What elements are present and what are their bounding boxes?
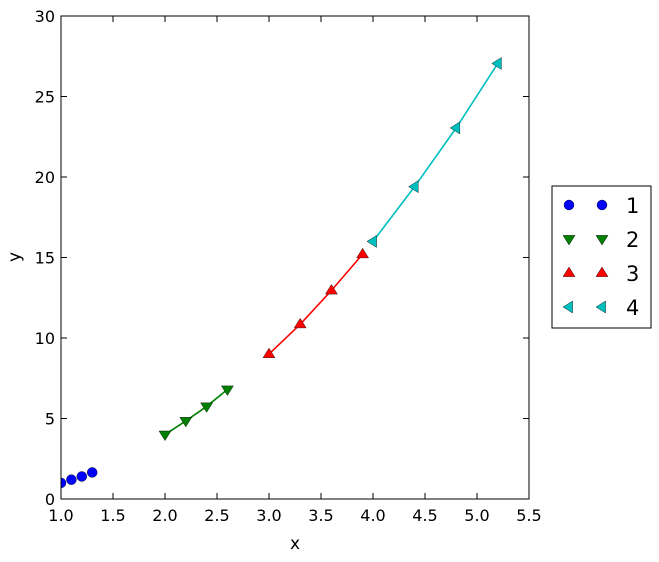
x-tick-label: 5.5 [516, 506, 541, 525]
legend: 1 2 3 4 [551, 185, 652, 329]
x-tick-label: 1.0 [48, 506, 73, 525]
y-tick-label: 10 [35, 329, 55, 348]
x-tick-label: 2.0 [152, 506, 177, 525]
series-2-point [200, 402, 213, 413]
x-tick-label: 4.5 [412, 506, 437, 525]
series-4-point [408, 180, 419, 194]
y-tick-label: 20 [35, 168, 55, 187]
plot-area [61, 57, 502, 489]
legend-marker [563, 199, 575, 211]
series-3-point [262, 347, 276, 358]
series-2-line [164, 388, 228, 436]
series-4-point [366, 235, 377, 248]
series-1-point [76, 471, 88, 482]
series-2-point [221, 385, 234, 396]
legend-label: 1 [626, 194, 639, 218]
legend-marker [595, 266, 609, 277]
legend-marker [562, 300, 573, 314]
series-layer [61, 57, 502, 489]
y-tick-label: 5 [45, 410, 55, 429]
legend-marker [595, 300, 606, 314]
series-1 [61, 467, 98, 489]
y-tick-label: 15 [35, 249, 55, 268]
series-3 [262, 247, 369, 358]
series-2-point [179, 417, 193, 428]
x-tick-label: 5.0 [464, 506, 489, 525]
legend-label: 2 [626, 228, 639, 252]
legend-entry-4: 4 [562, 296, 639, 320]
legend-marker [562, 266, 576, 277]
y-tick-label: 25 [35, 88, 55, 107]
legend-entry-1: 1 [563, 194, 639, 218]
y-axis-label: y [5, 252, 25, 262]
x-axis-label: x [290, 534, 300, 554]
legend-marker [596, 199, 608, 211]
ticks-layer: 1.0 1.5 2.0 2.5 3.0 3.5 4.0 4.5 5.0 5.5 0 5 10 15 20 25… [35, 7, 542, 525]
legend-label: 4 [626, 296, 639, 320]
series-2 [158, 385, 234, 441]
y-tick-label: 30 [35, 7, 55, 26]
series-3-line [268, 253, 364, 355]
legend-marker [595, 235, 609, 246]
series-1-point [66, 474, 77, 485]
legend-entry-2: 2 [562, 228, 639, 252]
legend-label: 3 [626, 262, 639, 286]
series-4 [366, 57, 502, 248]
series-2-point [158, 430, 172, 441]
series-4-line [372, 63, 499, 242]
x-tick-label: 3.5 [308, 506, 333, 525]
x-tick-label: 4.0 [360, 506, 385, 525]
x-tick-label: 2.5 [204, 506, 229, 525]
series-4-point [449, 121, 460, 135]
series-1-point [61, 477, 67, 489]
x-tick-label: 1.5 [100, 506, 125, 525]
series-4-point [491, 57, 502, 70]
series-3-point [356, 247, 369, 259]
y-tick-label: 0 [45, 490, 55, 509]
x-tick-label: 3.0 [256, 506, 281, 525]
legend-marker [562, 235, 576, 246]
series-3-point [325, 284, 338, 295]
legend-entry-3: 3 [562, 262, 639, 286]
series-3-point [293, 317, 307, 329]
plot-frame [60, 15, 530, 500]
series-1-point [86, 467, 98, 478]
